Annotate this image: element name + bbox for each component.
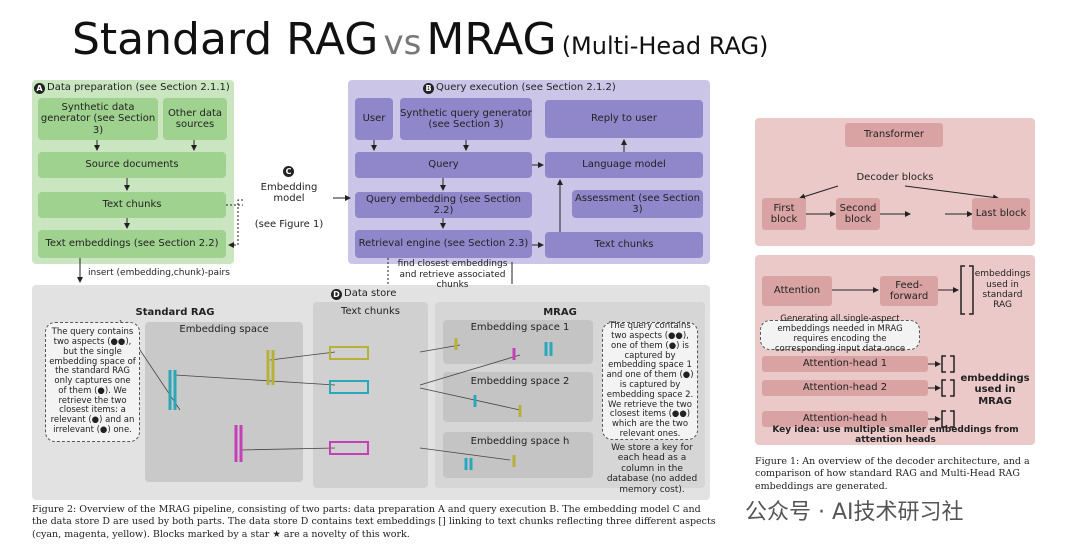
letter-badge: C [283,166,294,177]
label: Decoder blocks [856,172,934,184]
node: Attention [762,276,832,306]
node: Text chunks [38,192,226,218]
node: User [355,98,393,140]
panel-title: Data preparation (see Section 2.1.1) [47,82,230,94]
watermark: 公众号 · AI技术研习社 [745,500,964,526]
edge-label: insert (embedding,chunk)-pairs [88,267,230,278]
title-mrag: MRAG [426,14,557,65]
section-label: Standard RAG [135,307,215,319]
node: Last block [972,198,1030,230]
node: Language model [545,152,703,178]
section-label: Embedding space [179,324,269,336]
node: Feed-forward [880,276,938,306]
node: Text chunks [545,232,703,258]
space-1-panel [443,320,593,364]
node: Synthetic data generator (see Section 3) [38,98,158,140]
note: The query contains two aspects (●●), but… [45,322,140,442]
node: First block [762,198,806,230]
caption: Figure 2: Overview of the MRAG pipeline,… [32,504,716,540]
node: Query embedding (see Section 2.2) [355,192,532,218]
brackets [941,265,974,428]
label: embeddings used in standard RAG [974,269,1031,311]
title: Standard RAG vs MRAG (Multi-Head RAG) [72,14,768,65]
label: embeddings used in MRAG [960,372,1030,407]
section-label: Embedding space h [470,436,570,448]
section-label: Text chunks [341,306,400,318]
title-main: Standard RAG [72,14,379,65]
node: Attention-head 2 [762,380,928,396]
node-title: Embedding model [260,181,318,205]
node: Source documents [38,152,226,178]
letter-badge: B [423,83,434,94]
space-h-panel [443,432,593,478]
node: Retrieval engine (see Section 2.3) [355,230,532,258]
section-label: Embedding space 1 [470,322,570,334]
note: We store a key for each head as a column… [606,443,698,495]
arrows [77,139,999,461]
title-sub: (Multi-Head RAG) [561,32,769,60]
section-label: Embedding space 2 [470,376,570,388]
note: The query contains two aspects (●●), one… [602,322,698,440]
node: Attention-head 1 [762,356,928,372]
section-label: MRAG [543,307,577,319]
space-2-panel [443,372,593,422]
letter-badge: A [34,83,45,94]
node: Second block [836,198,880,230]
node: Query [355,152,532,178]
node: Attention-head h [762,411,928,427]
node: Transformer [845,123,943,147]
panel-title: Query execution (see Section 2.1.2) [436,82,616,94]
note: Generating all single-aspect embeddings … [760,315,920,354]
caption: Figure 1: An overview of the decoder arc… [755,456,1030,492]
edge-label: find closest embeddings and retrieve ass… [397,259,508,291]
panel-title: Data store [344,288,397,300]
node: Reply to user [545,100,703,138]
letter-badge: D [331,289,342,300]
label: Key idea: use multiple smaller embedding… [772,424,1019,445]
node: Assessment (see Section 3) [572,190,703,218]
embedding-glyphs [168,338,553,470]
node: Synthetic query generator (see Section 3… [400,98,532,140]
node-ref: (see Figure 1) [254,219,324,231]
node: Other data sources [163,98,227,140]
chunks-panel [313,302,428,488]
title-vs: vs [383,23,422,63]
node: Text embeddings (see Section 2.2) [38,230,226,258]
